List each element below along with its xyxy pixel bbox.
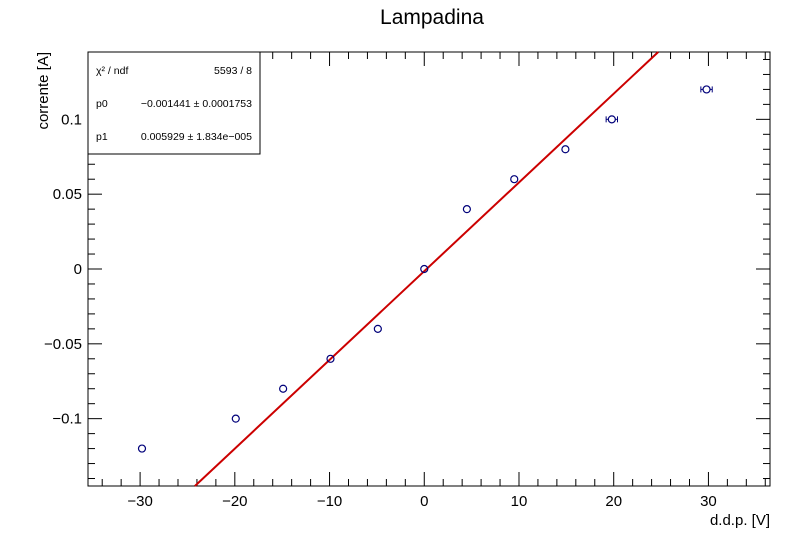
data-point bbox=[231, 414, 240, 423]
chi2-value: 5593 / 8 bbox=[214, 65, 252, 77]
chart-title: Lampadina bbox=[380, 6, 484, 29]
x-tick-label: −30 bbox=[127, 493, 152, 510]
data-point bbox=[605, 115, 618, 124]
point-marker bbox=[420, 264, 429, 274]
data-point bbox=[561, 145, 570, 154]
x-axis-label: d.d.p. [V] bbox=[710, 512, 770, 529]
x-tick-label: 30 bbox=[700, 493, 717, 510]
x-tick-label: −10 bbox=[317, 493, 342, 510]
y-axis-label: corrente [A] bbox=[35, 52, 52, 130]
y-tick-label: −0.05 bbox=[44, 336, 82, 353]
p0-value: −0.001441 ± 0.0001753 bbox=[141, 98, 252, 110]
point-marker bbox=[702, 85, 711, 94]
x-tick-label: 10 bbox=[511, 493, 528, 510]
point-marker bbox=[561, 145, 570, 154]
p1-value: 0.005929 ± 1.834e−005 bbox=[141, 131, 252, 143]
data-point bbox=[700, 85, 713, 94]
y-tick-label: 0.05 bbox=[53, 186, 82, 203]
x-axis-tick-labels: −30 −20 −10 0 10 20 30 bbox=[127, 493, 716, 510]
point-marker bbox=[607, 115, 616, 124]
y-axis-tick-labels: −0.1 −0.05 0 0.05 0.1 bbox=[44, 111, 82, 427]
p0-label: p0 bbox=[96, 98, 108, 110]
data-point bbox=[137, 444, 147, 453]
point-marker bbox=[510, 175, 519, 184]
data-point bbox=[326, 354, 335, 363]
point-marker bbox=[462, 205, 471, 214]
data-point bbox=[373, 324, 382, 333]
fit-line bbox=[194, 51, 659, 487]
y-tick-label: 0.1 bbox=[61, 111, 82, 128]
x-tick-label: −20 bbox=[222, 493, 247, 510]
fit-stats-box: χ² / ndf 5593 / 8 p0 −0.001441 ± 0.00017… bbox=[87, 51, 261, 155]
point-marker bbox=[279, 384, 288, 393]
data-point bbox=[420, 264, 429, 274]
point-marker bbox=[373, 324, 382, 333]
data-points bbox=[137, 85, 713, 453]
x-tick-label: 0 bbox=[420, 493, 428, 510]
y-tick-label: −0.1 bbox=[52, 411, 82, 428]
data-point bbox=[510, 175, 519, 184]
point-marker bbox=[326, 354, 335, 363]
point-marker bbox=[137, 444, 147, 453]
x-tick-label: 20 bbox=[605, 493, 622, 510]
chi2-label: χ² / ndf bbox=[96, 65, 128, 77]
data-point bbox=[462, 205, 471, 214]
point-marker bbox=[231, 414, 240, 423]
y-tick-label: 0 bbox=[74, 261, 82, 278]
data-point bbox=[279, 384, 288, 393]
p1-label: p1 bbox=[96, 131, 108, 143]
